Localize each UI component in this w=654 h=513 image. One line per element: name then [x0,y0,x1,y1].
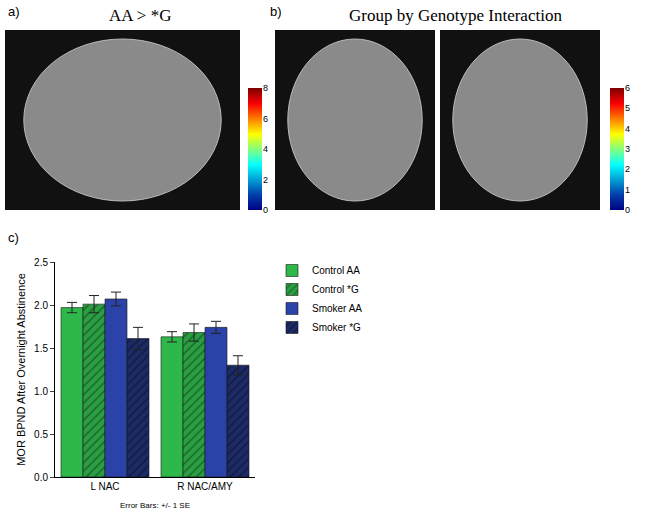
svg-text:6: 6 [625,83,630,93]
svg-text:1.5: 1.5 [34,343,48,354]
svg-text:c): c) [8,230,19,245]
svg-text:4: 4 [263,144,268,154]
svg-text:Control *G: Control *G [312,284,359,295]
svg-text:4: 4 [625,124,630,134]
svg-text:6: 6 [263,114,268,124]
svg-text:2: 2 [625,164,630,174]
svg-text:3: 3 [625,144,630,154]
svg-text:0.5: 0.5 [34,429,48,440]
svg-text:Group by Genotype Interaction: Group by Genotype Interaction [349,6,562,25]
svg-text:Smoker *G: Smoker *G [312,322,361,333]
svg-text:8: 8 [263,83,268,93]
svg-text:b): b) [270,4,282,19]
svg-text:0: 0 [263,205,268,215]
svg-text:Error Bars: +/- 1 SE: Error Bars: +/- 1 SE [120,501,190,510]
svg-text:a): a) [8,4,20,19]
svg-text:5: 5 [625,103,630,113]
svg-text:0.0: 0.0 [34,472,48,483]
svg-text:L NAC: L NAC [90,481,119,492]
svg-text:1: 1 [625,185,630,195]
svg-text:2: 2 [263,175,268,185]
svg-text:MOR BPND After Overnight Absti: MOR BPND After Overnight Abstinence [15,273,27,466]
svg-text:2.5: 2.5 [34,257,48,268]
svg-text:R NAC/AMY: R NAC/AMY [177,481,233,492]
svg-text:1.0: 1.0 [34,386,48,397]
svg-text:2.0: 2.0 [34,300,48,311]
svg-text:Control AA: Control AA [312,265,360,276]
svg-text:0: 0 [625,205,630,215]
svg-text:AA > *G: AA > *G [109,6,171,25]
svg-text:Smoker AA: Smoker AA [312,303,362,314]
